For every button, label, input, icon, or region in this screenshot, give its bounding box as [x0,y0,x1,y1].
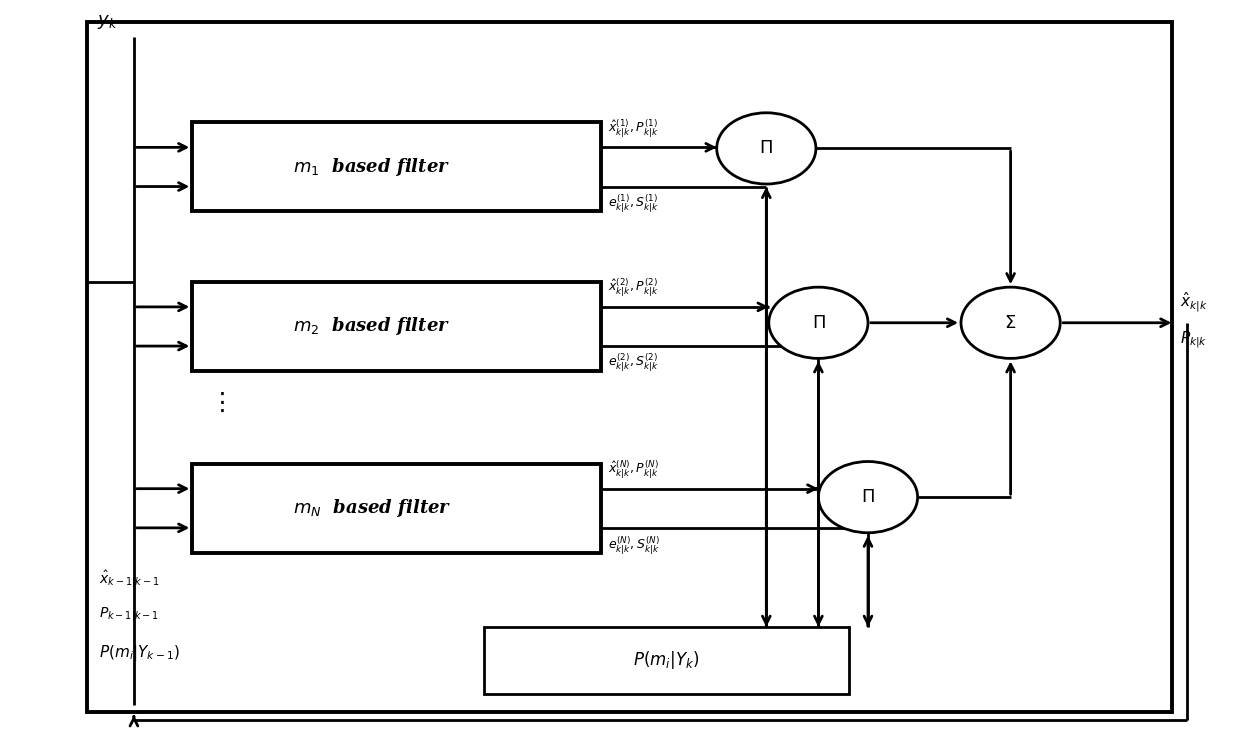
Text: $m_1$  based filter: $m_1$ based filter [294,156,450,178]
Text: $\hat{x}_{k-1|k-1}$: $\hat{x}_{k-1|k-1}$ [99,568,160,590]
Text: $e_{k|k}^{(1)},S_{k|k}^{(1)}$: $e_{k|k}^{(1)},S_{k|k}^{(1)}$ [608,192,658,214]
Text: $\hat{x}_{k|k}^{(N)},P_{k|k}^{(N)}$: $\hat{x}_{k|k}^{(N)},P_{k|k}^{(N)}$ [608,459,658,482]
Text: $m_N$  based filter: $m_N$ based filter [293,497,451,519]
Text: $m_2$  based filter: $m_2$ based filter [294,315,450,338]
Text: $\Pi$: $\Pi$ [811,314,826,332]
Ellipse shape [818,462,918,533]
Text: $\Pi$: $\Pi$ [861,488,875,506]
Ellipse shape [961,287,1060,358]
FancyBboxPatch shape [192,464,601,553]
Text: $\hat{x}_{k|k}^{(1)},P_{k|k}^{(1)}$: $\hat{x}_{k|k}^{(1)},P_{k|k}^{(1)}$ [608,118,658,140]
Text: $e_{k|k}^{(2)},S_{k|k}^{(2)}$: $e_{k|k}^{(2)},S_{k|k}^{(2)}$ [608,352,658,374]
Text: $P_{k-1|k-1}$: $P_{k-1|k-1}$ [99,605,160,624]
Text: $\Sigma$: $\Sigma$ [1004,314,1017,332]
Text: $\vdots$: $\vdots$ [210,390,224,415]
FancyBboxPatch shape [484,627,849,694]
Text: $y_k$: $y_k$ [97,13,118,31]
Text: $P(m_i|Y_{k-1})$: $P(m_i|Y_{k-1})$ [99,643,180,663]
FancyBboxPatch shape [192,122,601,211]
Text: $e_{k|k}^{(N)},S_{k|k}^{(N)}$: $e_{k|k}^{(N)},S_{k|k}^{(N)}$ [608,535,660,557]
Text: $P_{k|k}$: $P_{k|k}$ [1180,329,1208,349]
Text: $P(m_i|Y_k)$: $P(m_i|Y_k)$ [634,649,699,672]
Ellipse shape [717,113,816,184]
Text: $\Pi$: $\Pi$ [759,139,774,157]
FancyBboxPatch shape [87,22,1172,712]
Ellipse shape [769,287,868,358]
FancyBboxPatch shape [192,282,601,371]
Text: $\hat{x}_{k|k}$: $\hat{x}_{k|k}$ [1180,290,1208,314]
Text: $\hat{x}_{k|k}^{(2)},P_{k|k}^{(2)}$: $\hat{x}_{k|k}^{(2)},P_{k|k}^{(2)}$ [608,278,658,300]
